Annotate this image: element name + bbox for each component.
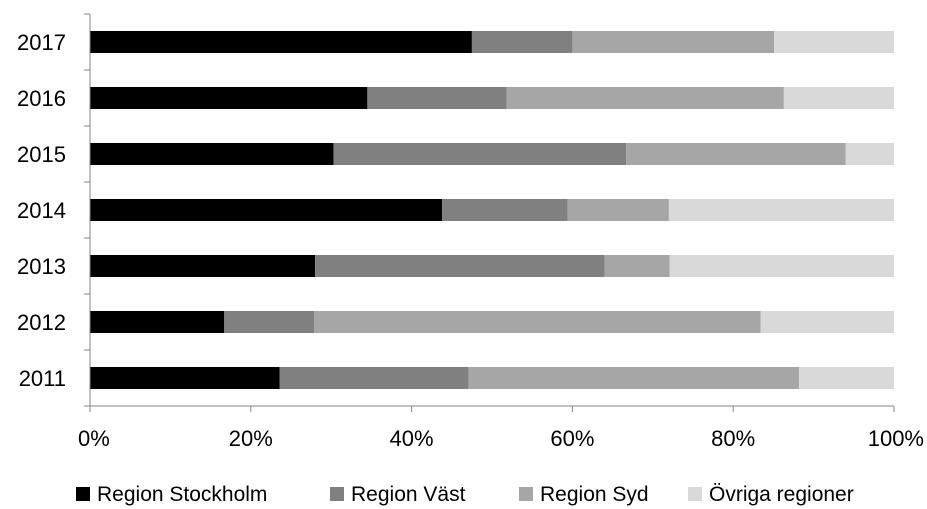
bar-2013-series-4 bbox=[669, 255, 894, 277]
bar-2012-series-3 bbox=[314, 311, 761, 333]
bar-2011-series-3 bbox=[468, 367, 800, 389]
category-label: 2017 bbox=[17, 30, 66, 55]
bar-2014-series-3 bbox=[567, 199, 669, 221]
bar-2015-series-4 bbox=[845, 143, 894, 165]
category-label: 2011 bbox=[19, 366, 66, 391]
bar-2011-series-4 bbox=[799, 367, 894, 389]
bar-2016-series-2 bbox=[367, 87, 507, 109]
bar-2016-series-1 bbox=[90, 87, 368, 109]
bar-2012-series-1 bbox=[90, 311, 225, 333]
bar-2013-series-2 bbox=[315, 255, 605, 277]
legend-label-3: Region Syd bbox=[540, 483, 649, 506]
bar-2012-series-4 bbox=[760, 311, 894, 333]
bar-2017-series-3 bbox=[572, 31, 775, 53]
category-label: 2012 bbox=[17, 310, 66, 335]
bar-2016-series-4 bbox=[783, 87, 894, 109]
category-label: 2013 bbox=[17, 254, 66, 279]
x-tick-label: 60% bbox=[550, 426, 594, 451]
category-label: 2016 bbox=[17, 86, 66, 111]
category-label: 2015 bbox=[17, 142, 66, 167]
x-tick-label: 100% bbox=[868, 426, 924, 451]
bar-2017-series-1 bbox=[90, 31, 472, 53]
legend-swatch-4 bbox=[688, 487, 702, 501]
bar-2017-series-4 bbox=[774, 31, 894, 53]
x-tick-label: 40% bbox=[390, 426, 434, 451]
x-tick-label: 0% bbox=[78, 426, 110, 451]
bar-2011-series-2 bbox=[279, 367, 469, 389]
bar-2016-series-3 bbox=[506, 87, 784, 109]
bar-2015-series-1 bbox=[90, 143, 334, 165]
x-tick-label: 20% bbox=[229, 426, 273, 451]
bar-2011-series-1 bbox=[90, 367, 280, 389]
axes-layer bbox=[84, 13, 895, 412]
bar-2015-series-2 bbox=[333, 143, 627, 165]
x-tick-labels: 0% 20% 40% 60% 80% 100% bbox=[78, 426, 924, 451]
bar-2012-series-2 bbox=[224, 311, 315, 333]
legend-label-2: Region Väst bbox=[351, 483, 466, 506]
bars-layer bbox=[90, 31, 894, 389]
bar-2014-series-2 bbox=[442, 199, 568, 221]
legend-swatch-2 bbox=[330, 487, 344, 501]
bar-2013-series-3 bbox=[604, 255, 670, 277]
x-tick-label: 80% bbox=[711, 426, 755, 451]
legend-swatch-1 bbox=[76, 487, 90, 501]
bar-2013-series-1 bbox=[90, 255, 316, 277]
bar-2014-series-1 bbox=[90, 199, 443, 221]
category-label: 2014 bbox=[17, 198, 66, 223]
bar-2015-series-3 bbox=[626, 143, 846, 165]
legend: Region Stockholm Region Väst Region Syd Övr… bbox=[76, 483, 854, 506]
legend-label-4: Övriga regioner bbox=[709, 483, 854, 506]
legend-label-1: Region Stockholm bbox=[97, 483, 267, 506]
category-labels: 2017 2016 2015 2014 2013 2012 2011 bbox=[17, 30, 66, 391]
legend-swatch-3 bbox=[519, 487, 533, 501]
bar-2017-series-2 bbox=[471, 31, 573, 53]
bar-2014-series-4 bbox=[668, 199, 894, 221]
